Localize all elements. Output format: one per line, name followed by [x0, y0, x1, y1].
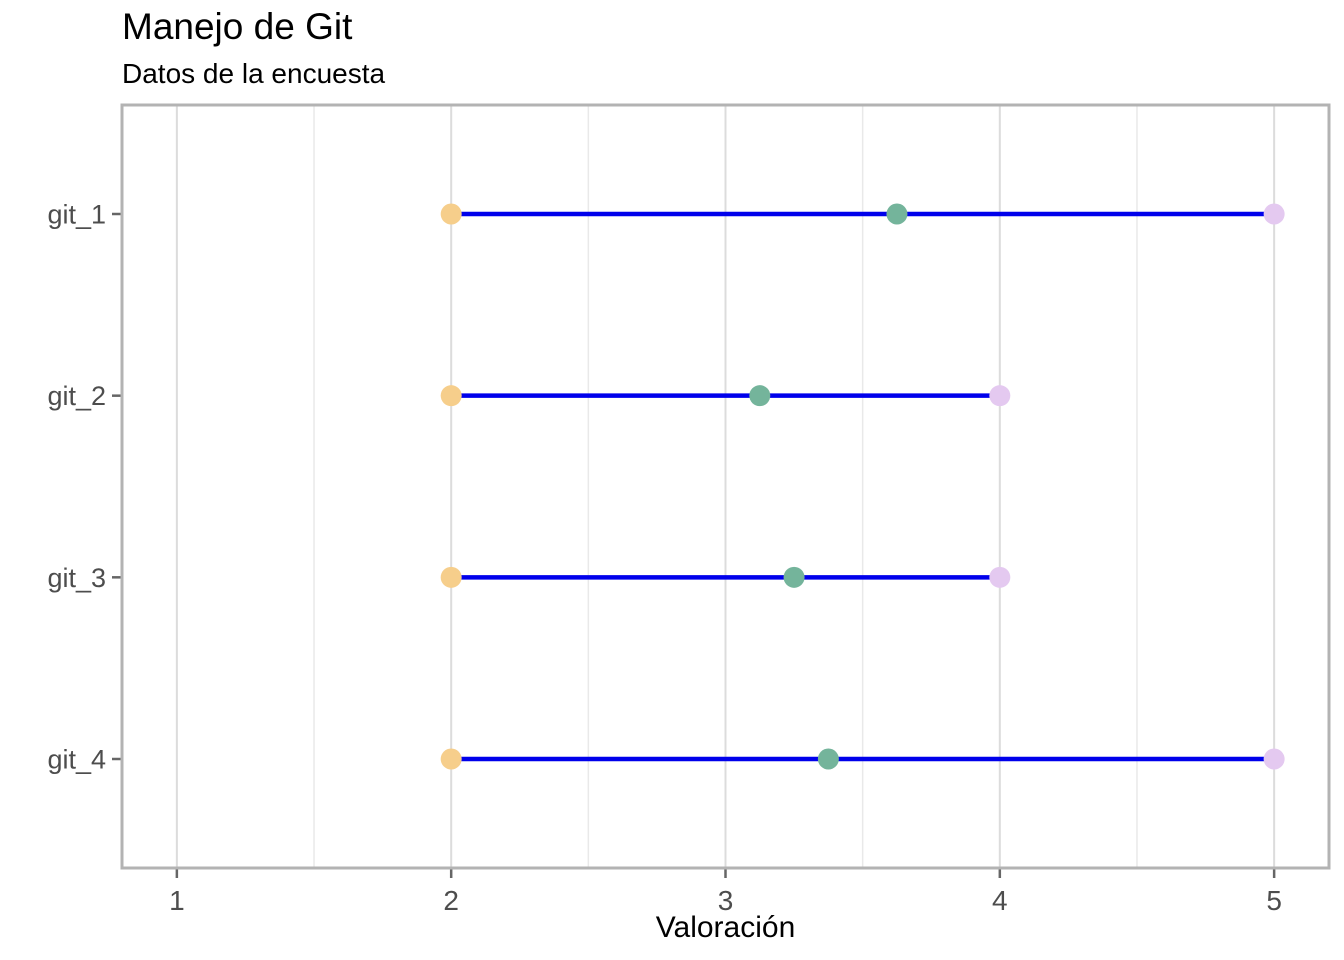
x-tick-label: 2: [443, 885, 459, 916]
y-tick-label: git_2: [47, 381, 106, 411]
dot-max: [1263, 748, 1285, 770]
plot-title: Manejo de Git: [122, 6, 353, 47]
y-tick-label: git_3: [47, 563, 106, 593]
dot-max: [989, 385, 1011, 407]
dot-max: [989, 566, 1011, 588]
y-tick-label: git_1: [47, 200, 106, 230]
x-tick-label: 1: [169, 885, 185, 916]
dot-mean: [886, 203, 908, 225]
plot-subtitle: Datos de la encuesta: [122, 58, 386, 89]
y-tick-label: git_4: [47, 745, 106, 775]
x-tick-label: 5: [1266, 885, 1282, 916]
dot-min: [440, 566, 462, 588]
x-axis-title: Valoración: [655, 911, 796, 944]
x-tick-label: 3: [718, 885, 734, 916]
x-tick-label: 4: [992, 885, 1008, 916]
panel-border: [120, 103, 1331, 870]
dot-mean: [817, 748, 839, 770]
dot-min: [440, 748, 462, 770]
dot-min: [440, 385, 462, 407]
dot-mean: [749, 385, 771, 407]
dot-mean: [783, 566, 805, 588]
dot-max: [1263, 203, 1285, 225]
dot-min: [440, 203, 462, 225]
